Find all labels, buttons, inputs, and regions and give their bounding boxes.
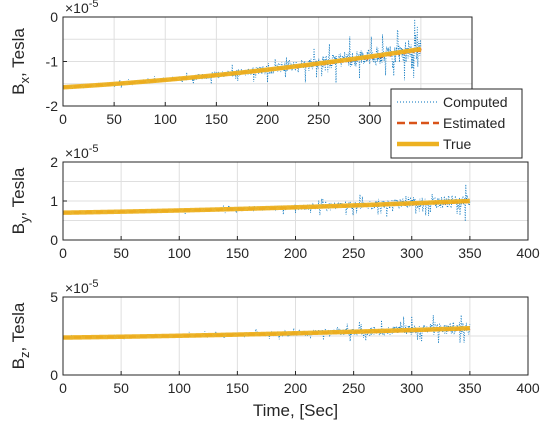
y-tick-label: 5 (50, 289, 58, 305)
y-tick-label: 2 (50, 154, 58, 170)
x-tick-label: 100 (154, 111, 178, 127)
y-tick-label: 0 (50, 367, 58, 383)
x-tick-label: 300 (400, 380, 424, 396)
x-tick-label: 150 (205, 111, 229, 127)
x-tick-label: 0 (59, 245, 67, 261)
subplot-3: 0 50 100 150 200 250 300 350 400 0 5 ×10-5 Bz, Tesla… (9, 278, 540, 420)
y-tick-label: 1 (50, 193, 58, 209)
true-series (62, 198, 470, 215)
x-tick-label: 0 (59, 111, 67, 127)
y-axis-label: Bx, Tesla (9, 28, 32, 95)
y-tick-label: 0 (50, 232, 58, 248)
x-tick-label: 50 (113, 245, 129, 261)
y-tick-label: -2 (46, 98, 59, 114)
x-tick-label: 100 (168, 245, 192, 261)
legend-item: Estimated (397, 115, 505, 131)
x-tick-label: 300 (358, 111, 382, 127)
x-tick-label: 200 (284, 380, 308, 396)
x-axis-label: Time, [Sec] (253, 401, 338, 420)
exponent-label: ×10-5 (65, 0, 99, 16)
true-series (62, 46, 422, 90)
legend-item: True (397, 136, 471, 152)
subplot-2: 0 50 100 150 200 250 300 350 400 0 1 2 ×10-5 By, Tesl… (9, 143, 540, 261)
x-tick-label: 50 (106, 111, 122, 127)
y-axis-label-unit: , Tesla (9, 302, 28, 351)
x-tick-label: 250 (342, 245, 366, 261)
x-tick-label: 250 (307, 111, 331, 127)
y-axis-label-main: B (9, 223, 28, 234)
y-axis-label-main: B (9, 358, 28, 369)
y-axis-label-sub: x (17, 76, 32, 83)
x-tick-label: 250 (342, 380, 366, 396)
y-tick-label: -1 (46, 54, 59, 70)
x-tick-label: 350 (458, 245, 482, 261)
x-tick-label: 400 (516, 245, 540, 261)
legend-label: True (443, 136, 471, 152)
exponent-label: ×10-5 (65, 278, 99, 296)
x-tick-label: 300 (400, 245, 424, 261)
x-tick-label: 350 (458, 380, 482, 396)
legend: Computed Estimated True (390, 88, 523, 159)
exponent-label: ×10-5 (65, 143, 99, 161)
legend-box (390, 88, 523, 159)
y-axis-label-unit: , Tesla (9, 167, 28, 216)
true-series (62, 325, 470, 340)
y-axis-label: Bz, Tesla (9, 302, 32, 369)
x-tick-label: 50 (113, 380, 129, 396)
x-tick-label: 100 (168, 380, 192, 396)
exponent-power: -5 (89, 278, 99, 290)
x-tick-label: 200 (256, 111, 280, 127)
x-tick-label: 150 (226, 245, 250, 261)
y-axis-label-sub: y (17, 216, 32, 223)
y-axis-label-unit: , Tesla (9, 28, 28, 77)
x-tick-label: 200 (284, 245, 308, 261)
legend-label: Computed (443, 94, 508, 110)
x-tick-label: 400 (516, 380, 540, 396)
x-tick-label: 0 (59, 380, 67, 396)
y-axis-label: By, Tesla (9, 167, 32, 234)
y-tick-label: 0 (50, 9, 58, 25)
y-axis-label-sub: z (17, 351, 32, 358)
exponent-power: -5 (89, 143, 99, 155)
legend-label: Estimated (443, 115, 505, 131)
x-tick-label: 150 (226, 380, 250, 396)
legend-item: Computed (397, 94, 508, 110)
exponent-power: -5 (89, 0, 99, 10)
y-axis-label-main: B (9, 83, 28, 94)
